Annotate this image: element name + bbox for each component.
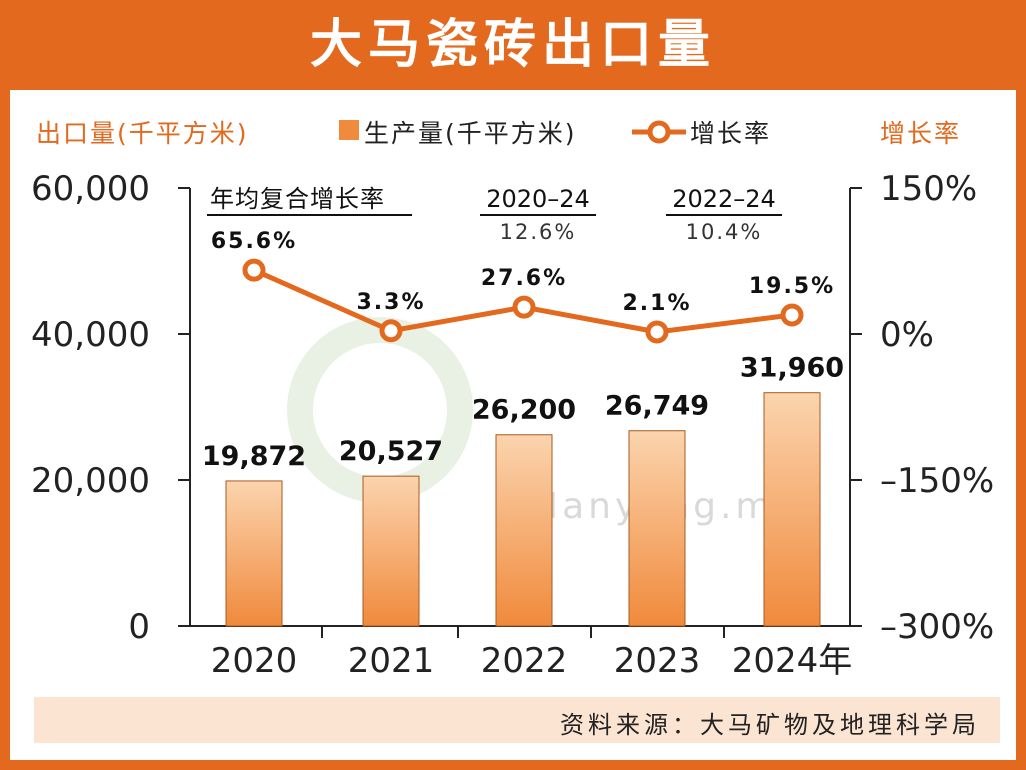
chart-title: 大马瓷砖出口量: [309, 15, 716, 75]
growth-value-label: 65.6%: [211, 229, 297, 254]
growth-point: [645, 320, 669, 344]
growth-value-label: 2.1%: [622, 291, 691, 316]
bar-value-label: 20,527: [339, 436, 443, 467]
bar-value-label: 26,749: [605, 391, 709, 422]
legend-line-label: 增长率: [690, 119, 772, 148]
growth-value-label: 3.3%: [356, 290, 425, 315]
bar-value-label: 19,872: [202, 441, 306, 472]
x-tick-label: 2024年: [732, 641, 853, 681]
x-tick-label: 2022: [481, 641, 568, 681]
bar: [763, 392, 821, 627]
growth-point: [242, 258, 266, 282]
right-tick-label: –300%: [880, 607, 994, 647]
cagr-value: 10.4%: [686, 220, 763, 244]
bar: [362, 475, 420, 627]
growth-point: [780, 303, 804, 327]
right-tick-label: 150%: [880, 169, 977, 209]
right-axis-title: 增长率: [880, 119, 962, 148]
right-tick-label: 0%: [880, 315, 934, 355]
bar: [495, 434, 553, 627]
cagr-header: 年均复合增长率: [210, 185, 385, 213]
x-tick-label: 2020: [211, 641, 298, 681]
growth-point: [512, 295, 536, 319]
growth-value-label: 27.6%: [481, 266, 567, 291]
growth-value-label: 19.5%: [749, 274, 835, 299]
bar-value-label: 31,960: [740, 353, 844, 384]
cagr-value: 12.6%: [500, 220, 577, 244]
bar: [225, 480, 283, 627]
source-bar: [34, 697, 1000, 743]
legend-bar-label: 生产量(千平方米): [364, 119, 577, 148]
cagr-period: 2022–24: [672, 185, 776, 213]
legend-bar-swatch: [339, 120, 359, 140]
title-bar: [0, 0, 1026, 90]
left-tick-label: 60,000: [31, 169, 150, 209]
bar: [628, 430, 686, 627]
source-note: 资料来源：大马矿物及地理科学局: [560, 711, 980, 739]
left-tick-label: 40,000: [31, 315, 150, 355]
growth-point: [379, 319, 403, 343]
left-axis-title: 出口量(千平方米): [36, 119, 249, 148]
right-tick-label: –150%: [880, 461, 994, 501]
legend-line-swatch: [632, 120, 686, 144]
cagr-period: 2020–24: [486, 185, 590, 213]
left-tick-label: 20,000: [31, 461, 150, 501]
x-tick-label: 2023: [614, 641, 701, 681]
bar-value-label: 26,200: [472, 395, 576, 426]
x-tick-label: 2021: [348, 641, 435, 681]
left-tick-label: 0: [128, 607, 150, 647]
